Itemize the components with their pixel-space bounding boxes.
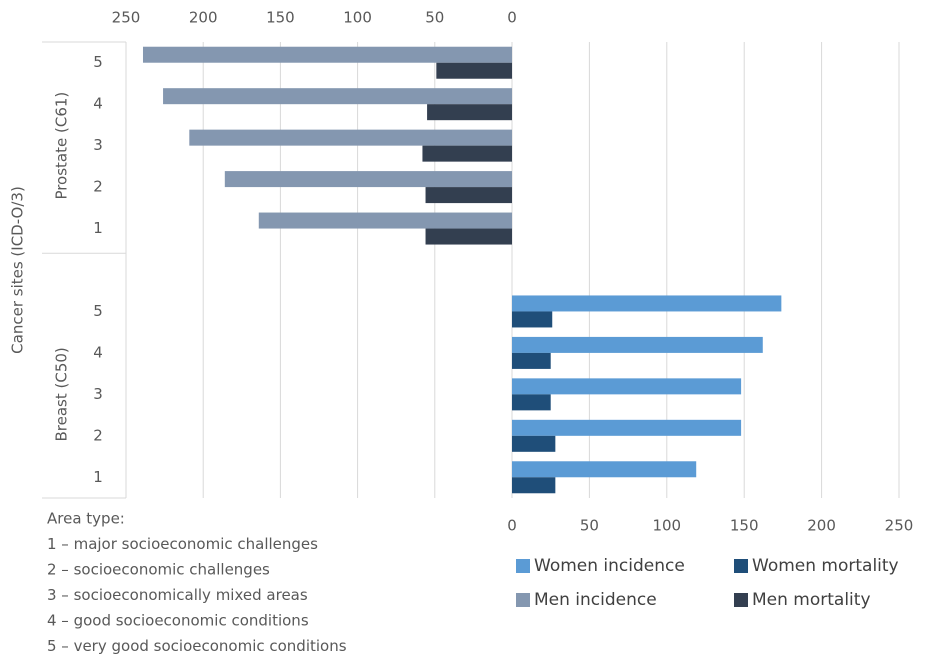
legend-label: Women incidence bbox=[534, 556, 685, 576]
bar bbox=[189, 129, 512, 146]
legend-label: Men mortality bbox=[752, 590, 871, 610]
category-label: 4 bbox=[93, 95, 103, 113]
category-label: 3 bbox=[93, 136, 103, 154]
bar bbox=[163, 88, 512, 105]
bar bbox=[425, 187, 512, 204]
category-label: 5 bbox=[93, 53, 103, 71]
x2-tick-label: 50 bbox=[425, 9, 444, 27]
bar bbox=[512, 477, 556, 494]
category-label: 3 bbox=[93, 385, 103, 403]
bar bbox=[512, 419, 742, 436]
legend-swatch bbox=[734, 593, 748, 607]
x-tick-label: 100 bbox=[652, 517, 681, 535]
legend: Women incidence Women mortality Men incide… bbox=[516, 556, 899, 610]
bar bbox=[427, 104, 512, 121]
note: 5 – very good socioeconomic conditions bbox=[47, 637, 347, 655]
x-tick-label: 250 bbox=[885, 517, 914, 535]
category-label: 2 bbox=[93, 426, 103, 444]
bar bbox=[224, 171, 513, 188]
bar bbox=[436, 62, 512, 79]
legend-swatch bbox=[516, 593, 530, 607]
group-label: Breast (C50) bbox=[53, 347, 71, 441]
x2-tick-label: 100 bbox=[343, 9, 372, 27]
bar bbox=[512, 378, 742, 395]
note: 3 – socioeconomically mixed areas bbox=[47, 586, 308, 604]
bar bbox=[142, 46, 512, 63]
bar bbox=[512, 311, 553, 328]
legend-swatch bbox=[734, 559, 748, 573]
x2-tick-label: 250 bbox=[112, 9, 141, 27]
legend-label: Women mortality bbox=[752, 556, 899, 576]
x2-tick-label: 0 bbox=[507, 9, 517, 27]
note: Area type: bbox=[47, 510, 125, 528]
category-label: 5 bbox=[93, 302, 103, 320]
y-axis-title: Cancer sites (ICD-O/3) bbox=[9, 186, 27, 354]
bar bbox=[512, 435, 556, 452]
bar bbox=[425, 228, 512, 245]
note: 4 – good socioeconomic conditions bbox=[47, 612, 309, 630]
note: 2 – socioeconomic challenges bbox=[47, 561, 270, 579]
x-tick-label: 50 bbox=[580, 517, 599, 535]
group-label: Prostate (C61) bbox=[53, 92, 71, 200]
x-tick-label: 200 bbox=[807, 517, 836, 535]
bar bbox=[512, 394, 551, 411]
category-label: 1 bbox=[93, 219, 103, 237]
bar bbox=[512, 336, 763, 353]
bar bbox=[512, 295, 782, 312]
category-label: 4 bbox=[93, 343, 103, 361]
bar bbox=[512, 352, 551, 369]
x-tick-label: 0 bbox=[507, 517, 517, 535]
bar bbox=[512, 461, 697, 478]
x2-tick-label: 200 bbox=[189, 9, 218, 27]
category-label: 1 bbox=[93, 468, 103, 486]
note: 1 – major socioeconomic challenges bbox=[47, 535, 318, 553]
bar bbox=[422, 145, 512, 162]
category-label: 2 bbox=[93, 178, 103, 196]
x2-tick-label: 150 bbox=[266, 9, 295, 27]
legend-label: Men incidence bbox=[534, 590, 657, 610]
legend-swatch bbox=[516, 559, 530, 573]
bar bbox=[258, 212, 512, 229]
x-tick-label: 150 bbox=[730, 517, 759, 535]
